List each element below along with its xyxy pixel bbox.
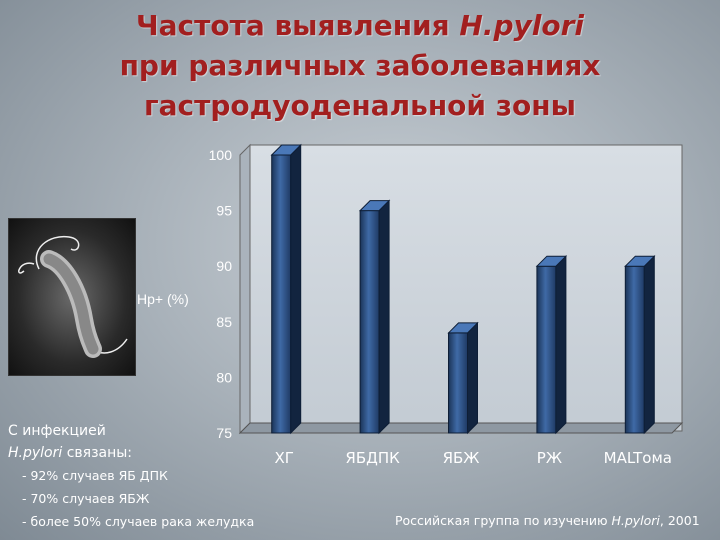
bar <box>358 199 391 435</box>
y-tick-label: 95 <box>216 203 232 219</box>
x-tick-label: ЯБДПК <box>345 449 400 467</box>
x-tick-label: MALTома <box>604 449 672 467</box>
bar <box>535 254 568 435</box>
bacterium-icon <box>18 235 128 358</box>
y-tick-label: 75 <box>216 425 232 441</box>
bar <box>270 143 302 435</box>
bar-front <box>448 332 468 434</box>
info-item-1: - 92% случаев ЯБ ДПК <box>22 468 168 483</box>
x-tick-label: ЯБЖ <box>443 449 480 467</box>
info-item-3: - более 50% случаев рака желудка <box>22 514 255 529</box>
title-line-3: гастродуоденальной зоны <box>144 89 576 122</box>
plot-side-wall <box>239 143 251 435</box>
bar-side <box>555 254 567 435</box>
y-tick-label: 80 <box>216 369 232 385</box>
y-tick-label: 85 <box>216 314 232 330</box>
x-axis-ticks: ХГ ЯБДПК ЯБЖ РЖ MALTома <box>274 449 671 467</box>
bar-top <box>535 255 568 267</box>
title-line-1: Частота выявления H.pylori <box>136 9 584 42</box>
bar-top <box>624 255 656 267</box>
bacterium-photo <box>8 218 136 376</box>
source-note: Российская группа по изучению H.pylori, … <box>395 513 700 528</box>
bar <box>447 321 479 435</box>
bar-top <box>358 200 391 212</box>
bar-side <box>378 199 390 435</box>
bar-top <box>270 144 302 156</box>
bar-side <box>467 321 478 435</box>
y-tick-label: 100 <box>209 147 233 163</box>
bar-front <box>271 154 292 434</box>
bar-top <box>447 322 479 334</box>
info-line-1: С инфекцией <box>8 423 106 439</box>
y-axis-ticks: 75 80 85 90 95 100 <box>209 147 233 441</box>
x-tick-label: РЖ <box>537 449 562 467</box>
chart-title: Частота выявления H.pylori при различных… <box>0 6 720 126</box>
x-tick-label: ХГ <box>274 449 293 467</box>
info-item-2: - 70% случаев ЯБЖ <box>22 491 150 506</box>
y-tick-label: 90 <box>216 258 232 274</box>
bar-front <box>624 265 645 434</box>
title-line-2: при различных заболеваниях <box>119 49 601 82</box>
bar-front <box>359 210 380 434</box>
bar-front <box>536 265 557 434</box>
bar-side <box>290 143 302 435</box>
info-line-2: H.pylori связаны: <box>8 445 133 461</box>
bar <box>624 254 656 435</box>
y-axis-label: Hp+ (%) <box>137 291 189 307</box>
bars <box>270 143 656 435</box>
bar-side <box>643 254 655 435</box>
info-text: С инфекцией H.pylori связаны: - 92% случ… <box>8 420 254 533</box>
